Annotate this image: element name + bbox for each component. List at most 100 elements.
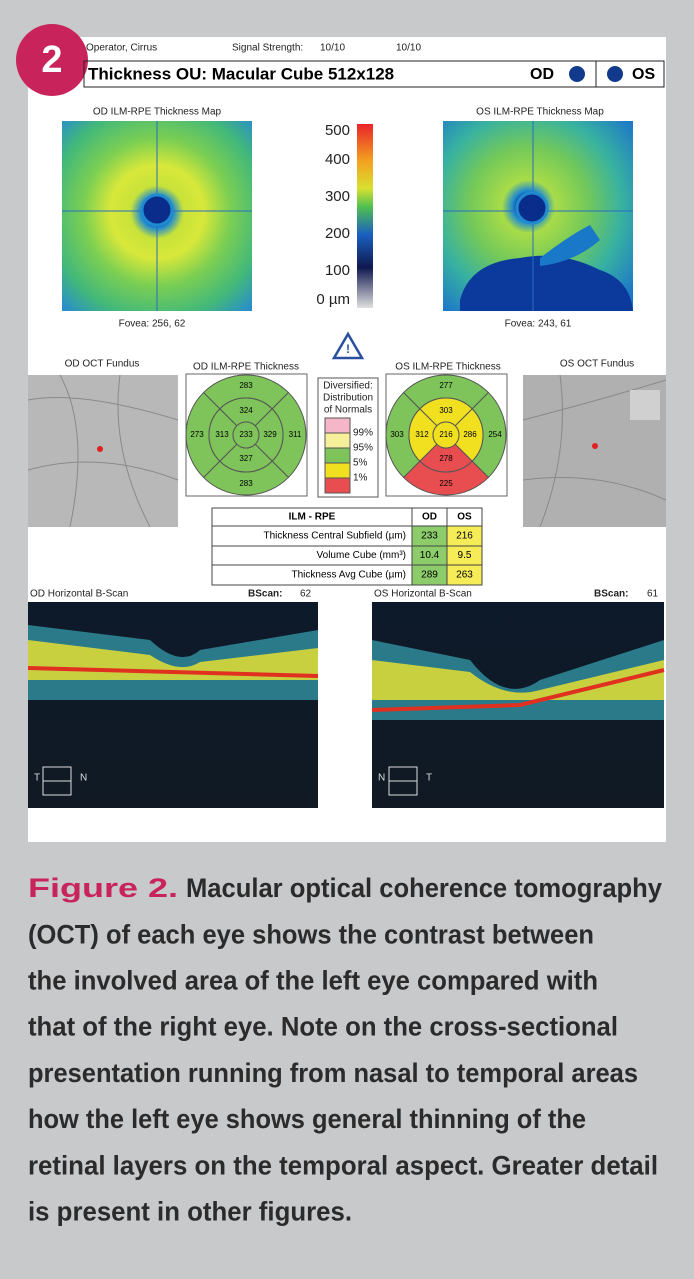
od-label: OD <box>530 66 554 83</box>
table-value: 263 <box>456 570 473 581</box>
grid-title: OD ILM-RPE Thickness <box>193 362 299 373</box>
caption-line: presentation running from nasal to tempo… <box>28 1058 638 1088</box>
table-value: 9.5 <box>458 550 472 561</box>
legend-title: Distribution <box>323 393 373 404</box>
signal-os: 10/10 <box>396 43 421 54</box>
fovea-marker <box>97 446 103 452</box>
caption-line: how the left eye shows general thinning … <box>28 1104 586 1134</box>
table-value: 216 <box>456 531 473 542</box>
legend-item: 95% <box>353 443 373 454</box>
legend-title: of Normals <box>324 405 372 416</box>
swatch <box>324 447 351 464</box>
bscan-label: BScan: <box>594 589 628 600</box>
badge-number: 2 <box>41 39 62 81</box>
inner-value: 313 <box>215 430 229 439</box>
fovea: Fovea: 256, 62 <box>119 319 186 330</box>
inner-value: 278 <box>439 454 453 463</box>
operator: Operator, Cirrus <box>86 43 157 54</box>
outer-value: 283 <box>239 381 253 390</box>
scale-label: 100 <box>325 262 350 279</box>
rpe <box>371 668 665 712</box>
table-header: OS <box>457 512 472 523</box>
title-box <box>83 60 665 88</box>
table-header: ILM - RPE <box>289 512 336 523</box>
table-value: 233 <box>421 531 438 542</box>
od-dot <box>569 66 585 82</box>
map-title: OS ILM-RPE Thickness Map <box>476 107 604 118</box>
fovea-pit <box>140 193 174 227</box>
outer-value: 277 <box>439 381 453 390</box>
scale-label: 500 <box>325 122 350 139</box>
caption-line: retinal layers on the temporal aspect. G… <box>28 1150 658 1180</box>
table-value: 10.4 <box>420 550 440 561</box>
caption-label: Figure 2. <box>28 873 178 903</box>
swatch <box>324 462 351 479</box>
table-value: Thickness Avg Cube (µm) <box>291 570 406 581</box>
outer-value: 303 <box>390 430 404 439</box>
warning-mark: ! <box>346 342 350 356</box>
legend-item: 5% <box>353 458 368 469</box>
bscan-label: BScan: <box>248 589 282 600</box>
fovea-marker <box>592 443 598 449</box>
scale-label: 400 <box>325 151 350 168</box>
color-bar <box>357 124 373 308</box>
thin-area <box>540 225 600 266</box>
thin-area <box>460 255 633 311</box>
warning-icon <box>331 331 365 360</box>
bscan-number: 62 <box>300 589 312 600</box>
orientation: N <box>80 773 87 784</box>
outer-value: 283 <box>239 479 253 488</box>
signal-od: 10/10 <box>320 43 345 54</box>
swatch <box>324 477 351 494</box>
inner-value: 327 <box>239 454 253 463</box>
inner-value: 324 <box>239 406 253 415</box>
center-sector <box>232 421 260 449</box>
caption-line: Macular optical coherence tomography <box>186 873 662 903</box>
inner-value: 286 <box>463 430 477 439</box>
table-cell <box>446 564 483 586</box>
report-title: Thickness OU: Macular Cube 512x128 <box>88 64 394 83</box>
map-title: OD ILM-RPE Thickness Map <box>93 107 222 118</box>
center-value: 233 <box>239 430 253 439</box>
orientation: T <box>34 773 40 784</box>
caption-line: that of the right eye. Note on the cross… <box>28 1012 618 1042</box>
orientation: N <box>378 773 385 784</box>
vessels <box>522 374 667 528</box>
inner-value: 312 <box>415 430 429 439</box>
bscan-number: 61 <box>647 589 659 600</box>
bscan-title: OD Horizontal B-Scan <box>30 589 128 600</box>
fovea: Fovea: 243, 61 <box>505 319 572 330</box>
swatch <box>324 417 351 434</box>
legend-title: Diversified: <box>323 381 372 392</box>
legend-item: 1% <box>353 473 368 484</box>
table-header: OD <box>422 512 437 523</box>
outer-value: 254 <box>488 430 502 439</box>
inner-value: 303 <box>439 406 453 415</box>
fundus-title: OS OCT Fundus <box>560 359 634 370</box>
table-value: Thickness Central Subfield (µm) <box>264 531 406 542</box>
fundus-title: OD OCT Fundus <box>65 359 140 370</box>
retina <box>28 625 318 700</box>
scale-label: 200 <box>325 225 350 242</box>
signal-label: Signal Strength: <box>232 43 303 54</box>
caption-line: the involved area of the left eye compar… <box>28 966 598 996</box>
center-value: 216 <box>439 430 453 439</box>
caption-line: (OCT) of each eye shows the contrast bet… <box>28 919 594 949</box>
orientation: T <box>426 773 432 784</box>
scale-label: 0 µm <box>316 291 350 308</box>
os-label: OS <box>632 66 655 83</box>
outer-value: 225 <box>439 479 453 488</box>
outer-value: 273 <box>190 430 204 439</box>
fovea-pit <box>515 191 549 225</box>
os-dot <box>607 66 623 82</box>
inner-value: 329 <box>263 430 277 439</box>
rpe <box>27 666 319 678</box>
table-value: Volume Cube (mm³) <box>317 550 406 561</box>
vessels <box>27 374 179 528</box>
grid-title: OS ILM-RPE Thickness <box>395 362 500 373</box>
caption-line: is present in other figures. <box>28 1197 352 1227</box>
swatch <box>324 432 351 449</box>
table-value: 289 <box>421 570 438 581</box>
